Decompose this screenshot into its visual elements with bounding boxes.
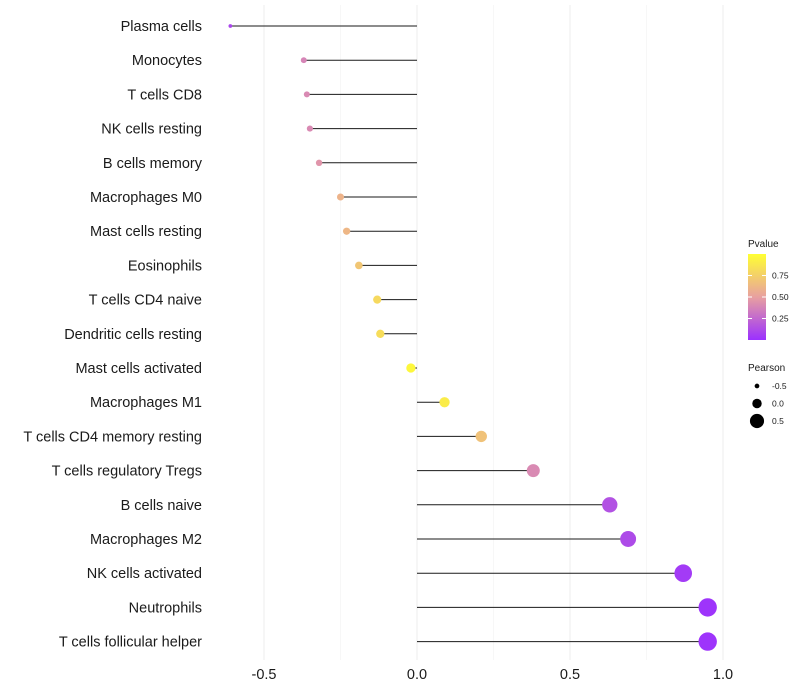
lollipop-point	[439, 397, 450, 408]
x-tick-label: 0.5	[560, 667, 580, 683]
size-legend-point	[754, 383, 760, 389]
category-label: Eosinophils	[128, 258, 202, 274]
x-axis-ticks: -0.5 0.0 0.5 1.0	[252, 667, 734, 683]
category-label: NK cells resting	[101, 122, 202, 138]
colorbar-tick-label: 0.50	[772, 292, 789, 302]
lollipop-point	[300, 57, 307, 64]
category-label: T cells CD8	[127, 87, 202, 103]
pvalue-legend: Pvalue 0.75 0.50 0.25	[748, 239, 789, 340]
size-legend-point	[749, 413, 765, 429]
pvalue-legend-title: Pvalue	[748, 239, 779, 250]
category-label: NK cells activated	[87, 566, 202, 582]
category-labels: Plasma cells Monocytes T cells CD8 NK cells…	[23, 19, 202, 651]
category-label: Macrophages M2	[90, 532, 202, 548]
grid-layer	[263, 5, 724, 660]
pearson-legend: Pearson -0.5 0.0 0.5	[748, 363, 787, 429]
category-label: Dendritic cells resting	[64, 327, 202, 343]
lollipop-point	[698, 598, 717, 617]
lollipop-point	[342, 227, 351, 235]
point-layer	[228, 24, 717, 651]
x-tick-label: 1.0	[713, 667, 733, 683]
lollipop-point	[526, 464, 540, 478]
category-label: Plasma cells	[121, 19, 202, 35]
category-label: T cells regulatory Tregs	[52, 464, 202, 480]
colorbar-tick-label: 0.25	[772, 314, 789, 324]
category-label: Mast cells resting	[90, 224, 202, 240]
lollipop-point	[620, 531, 637, 547]
category-label: Macrophages M1	[90, 395, 202, 411]
x-tick-label: -0.5	[252, 667, 277, 683]
size-legend-label: 0.5	[772, 416, 784, 426]
lollipop-point	[315, 159, 323, 167]
size-legend-label: -0.5	[772, 381, 787, 391]
lollipop-point	[228, 24, 233, 28]
colorbar-tick-label: 0.75	[772, 271, 789, 281]
category-label: T cells CD4 naive	[89, 293, 202, 309]
lollipop-point	[303, 91, 310, 98]
category-label: Mast cells activated	[75, 361, 202, 377]
lollipop-point	[373, 295, 382, 304]
lollipop-point	[602, 497, 618, 513]
pearson-legend-title: Pearson	[748, 363, 785, 374]
category-label: T cells CD4 memory resting	[23, 429, 202, 445]
lollipop-point	[674, 564, 693, 583]
lollipop-point	[355, 261, 363, 270]
category-label: Monocytes	[132, 53, 202, 69]
category-label: B cells naive	[121, 498, 202, 514]
lollipop-point	[336, 193, 345, 201]
x-tick-label: 0.0	[407, 667, 427, 683]
size-legend-point	[752, 398, 762, 409]
lollipop-point	[306, 125, 313, 132]
lollipop-point	[406, 363, 416, 373]
lollipop-point	[475, 430, 487, 443]
lollipop-point	[698, 632, 717, 651]
category-label: Neutrophils	[129, 600, 202, 616]
pvalue-colorbar	[748, 254, 766, 340]
size-legend-label: 0.0	[772, 399, 784, 409]
stem-layer	[230, 25, 708, 643]
category-label: B cells memory	[103, 156, 203, 172]
category-label: Macrophages M0	[90, 190, 202, 206]
lollipop-point	[376, 329, 385, 338]
category-label: T cells follicular helper	[59, 635, 202, 651]
